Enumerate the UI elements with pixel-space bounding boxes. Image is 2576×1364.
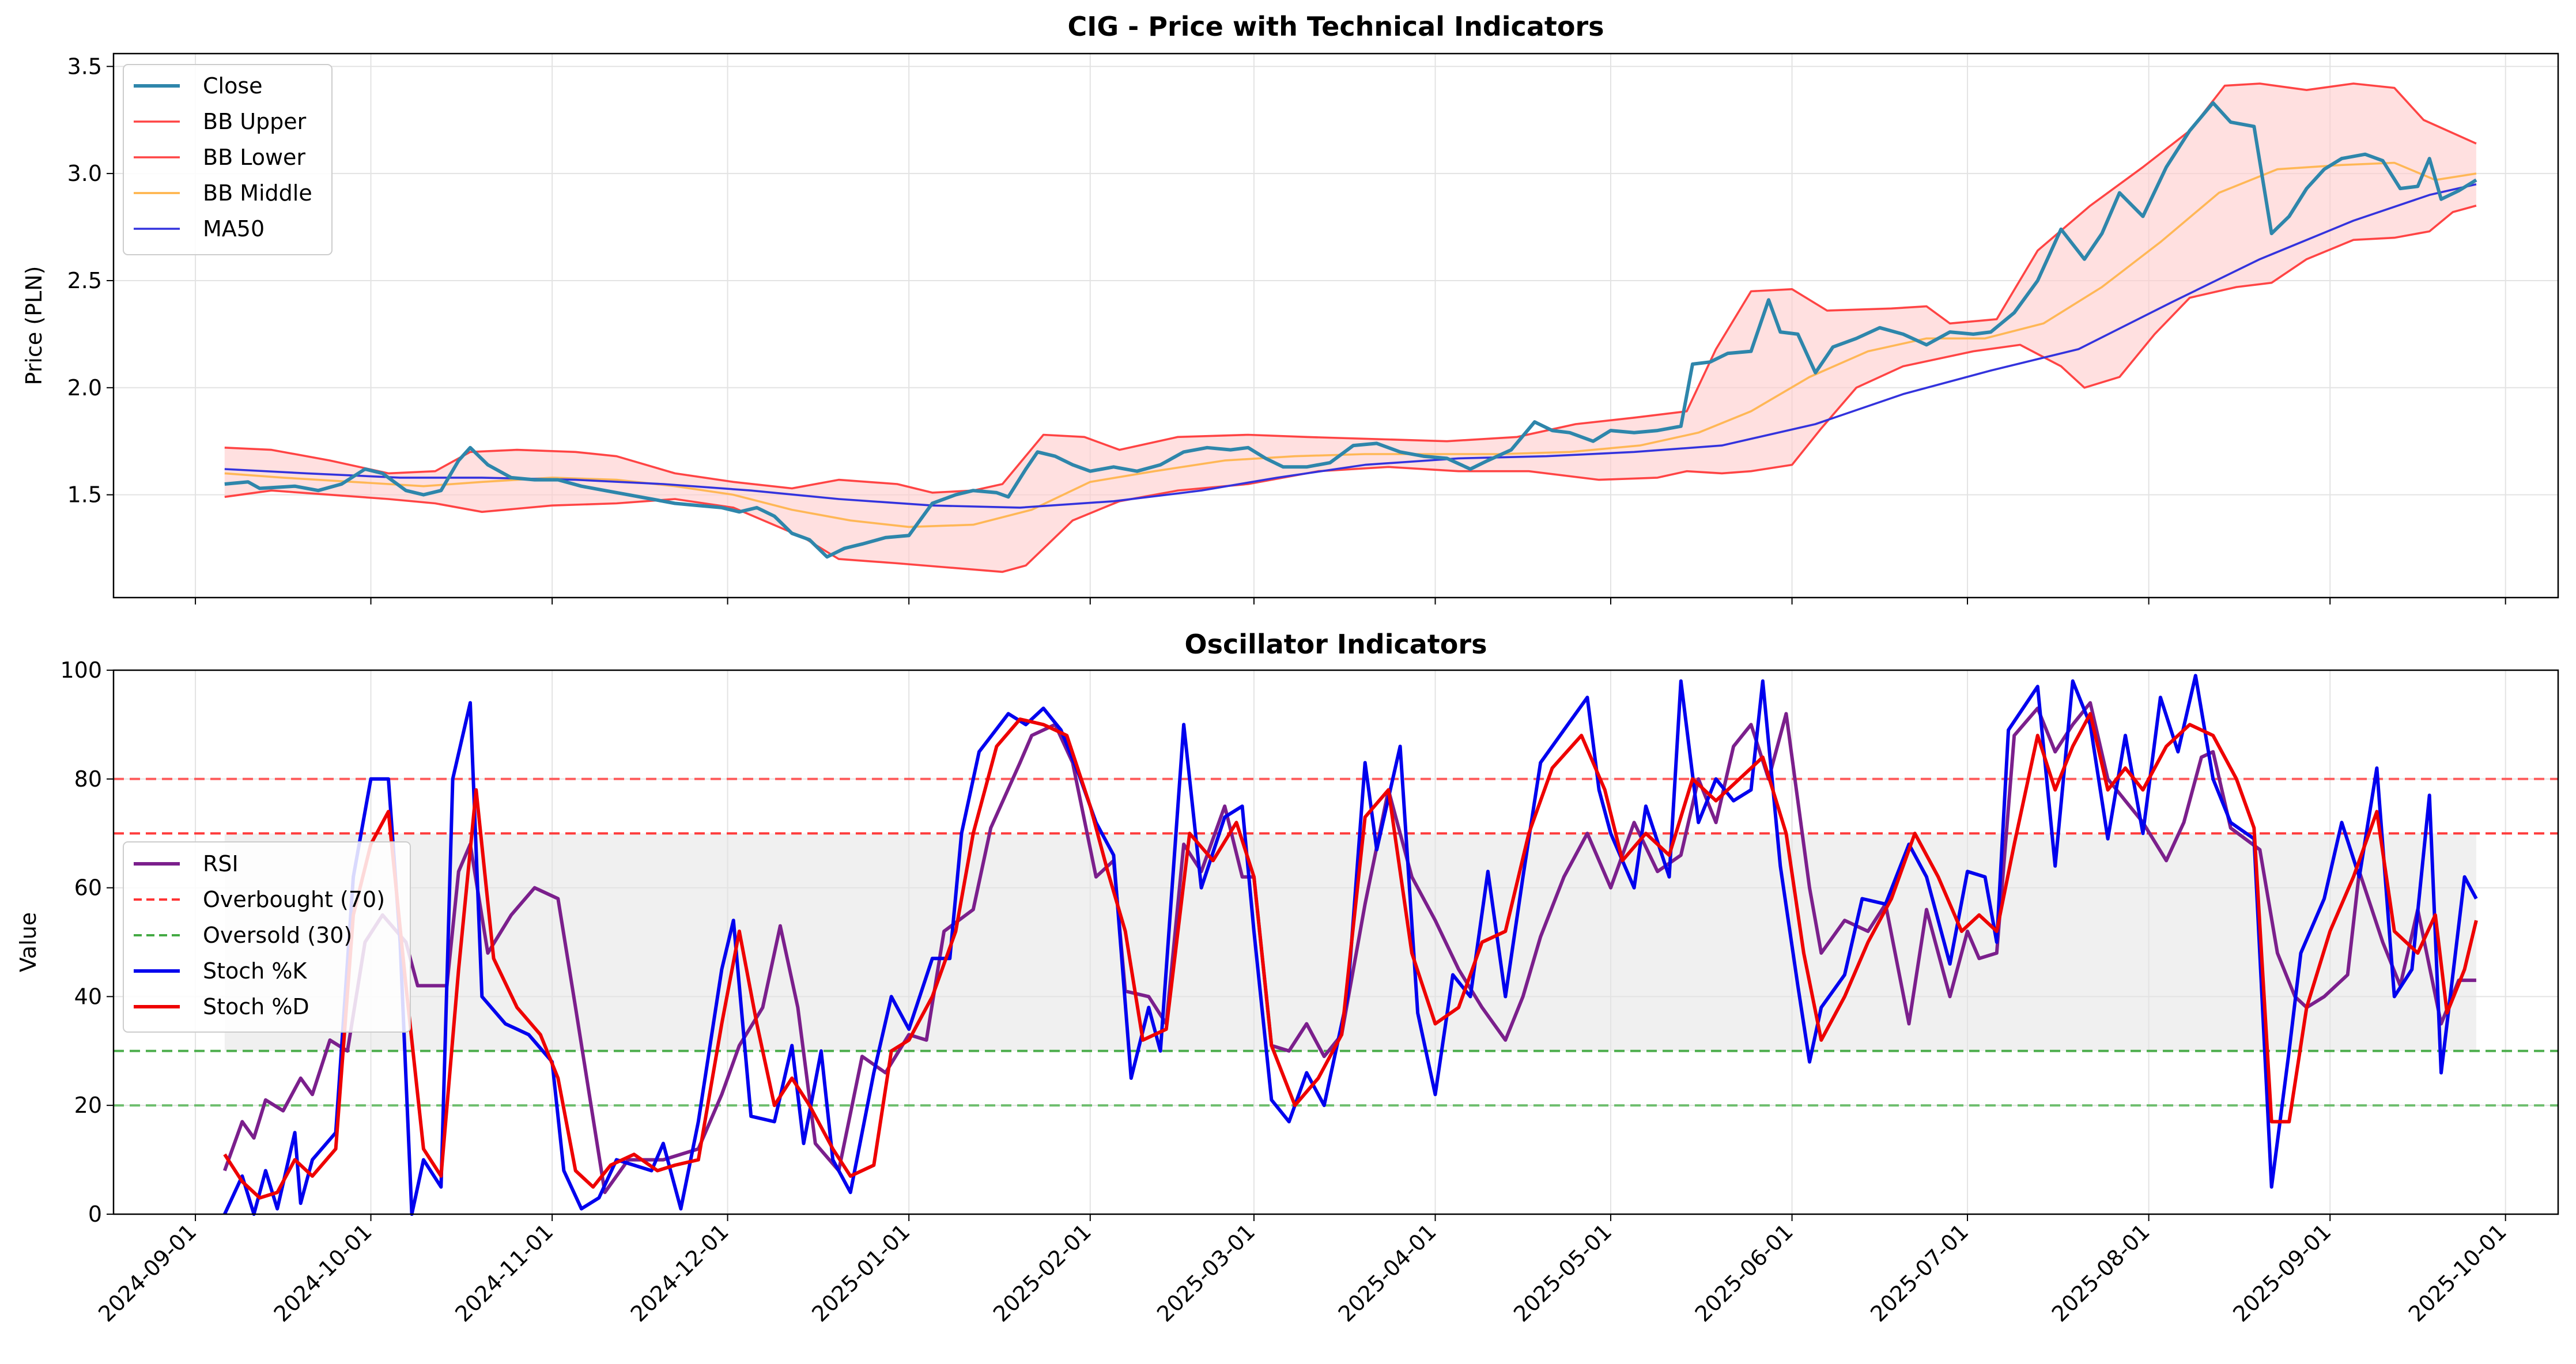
series-line-stoch-k <box>223 674 2478 1216</box>
x-tick-label: 2025-07-01 <box>1865 1219 1973 1327</box>
legend-label-ma50: MA50 <box>203 216 265 241</box>
x-tick-label: 2025-08-01 <box>2047 1219 2155 1327</box>
price-y-axis-label: Price (PLN) <box>21 266 47 386</box>
x-tick-label: 2024-10-01 <box>269 1219 377 1327</box>
y-tick-label: 100 <box>60 658 102 683</box>
oscillator-series-lines <box>222 674 2478 1216</box>
x-tick-label: 2025-06-01 <box>1690 1219 1798 1327</box>
x-tick-label: 2025-03-01 <box>1152 1219 1260 1327</box>
bollinger-fill-area <box>224 84 2476 572</box>
y-tick-label: 40 <box>74 984 102 1009</box>
legend-label-bb-lower: BB Lower <box>203 145 305 170</box>
x-tick-label: 2025-04-01 <box>1334 1219 1441 1327</box>
series-line-bb-lower <box>224 205 2477 573</box>
legend-label-oversold-30: Oversold (30) <box>203 923 352 948</box>
legend-box <box>123 841 411 1033</box>
price-plot-frame <box>112 52 2559 599</box>
x-tick-label: 2024-12-01 <box>626 1219 734 1327</box>
date-x-axis: 2024-09-01 2024-10-01 2024-11-01 2024-12-01… <box>93 1214 2511 1327</box>
oscillator-chart-title: Oscillator Indicators <box>1185 629 1487 660</box>
legend-label-stoch-k: Stoch %K <box>203 958 307 984</box>
y-tick-label: 2.5 <box>67 268 102 293</box>
y-tick-label: 1.5 <box>67 482 102 508</box>
legend-label-rsi: RSI <box>203 851 239 876</box>
x-tick-label: 2025-09-01 <box>2228 1219 2336 1327</box>
series-line-bb-upper <box>224 82 2477 494</box>
legend-label-stoch-d: Stoch %D <box>203 994 309 1019</box>
oscillator-y-axis: 0 20 40 60 80 100 <box>60 658 114 1227</box>
x-tick-label: 2025-01-01 <box>807 1219 915 1327</box>
y-tick-label: 0 <box>88 1201 102 1227</box>
oscillator-legend: RSI Overbought (70) Oversold (30) Stoch %K S… <box>123 841 411 1033</box>
price-chart-title: CIG - Price with Technical Indicators <box>1067 11 1604 42</box>
price-y-axis: 1.5 2.0 2.5 3.0 3.5 <box>67 54 114 508</box>
legend-label-bb-upper: BB Upper <box>203 109 307 134</box>
x-tick-label: 2025-02-01 <box>988 1219 1096 1327</box>
x-tick-label: 2025-05-01 <box>1509 1219 1616 1327</box>
y-tick-label: 80 <box>74 766 102 792</box>
y-tick-label: 3.0 <box>67 161 102 186</box>
series-line-rsi <box>222 701 2476 1195</box>
bollinger-band-fill <box>224 84 2476 572</box>
series-line-ma50 <box>224 183 2477 509</box>
series-line-bb-middle <box>224 161 2477 528</box>
x-tick-label: 2024-11-01 <box>450 1219 558 1327</box>
legend-label-bb-middle: BB Middle <box>203 180 312 206</box>
price-grid <box>114 54 2558 598</box>
oscillator-y-axis-label: Value <box>16 912 41 972</box>
x-tick-label: 2025-10-01 <box>2404 1219 2511 1327</box>
legend-label-close: Close <box>203 73 263 99</box>
y-tick-label: 2.0 <box>67 375 102 400</box>
oscillator-plot-frame <box>112 669 2559 1215</box>
legend-label-overbought-70: Overbought (70) <box>203 887 385 912</box>
x-tick-label: 2024-09-01 <box>93 1219 201 1327</box>
price-legend: Close BB Upper BB Lower BB Middle MA50 <box>123 64 333 255</box>
y-tick-label: 20 <box>74 1093 102 1118</box>
price-series-lines <box>224 82 2477 573</box>
legend-box <box>123 64 333 255</box>
series-line-close <box>224 101 2477 559</box>
series-line-stoch-d <box>223 712 2478 1200</box>
y-tick-label: 3.5 <box>67 54 102 79</box>
y-tick-label: 60 <box>74 875 102 901</box>
price-x-axis-ticks <box>195 598 2506 604</box>
